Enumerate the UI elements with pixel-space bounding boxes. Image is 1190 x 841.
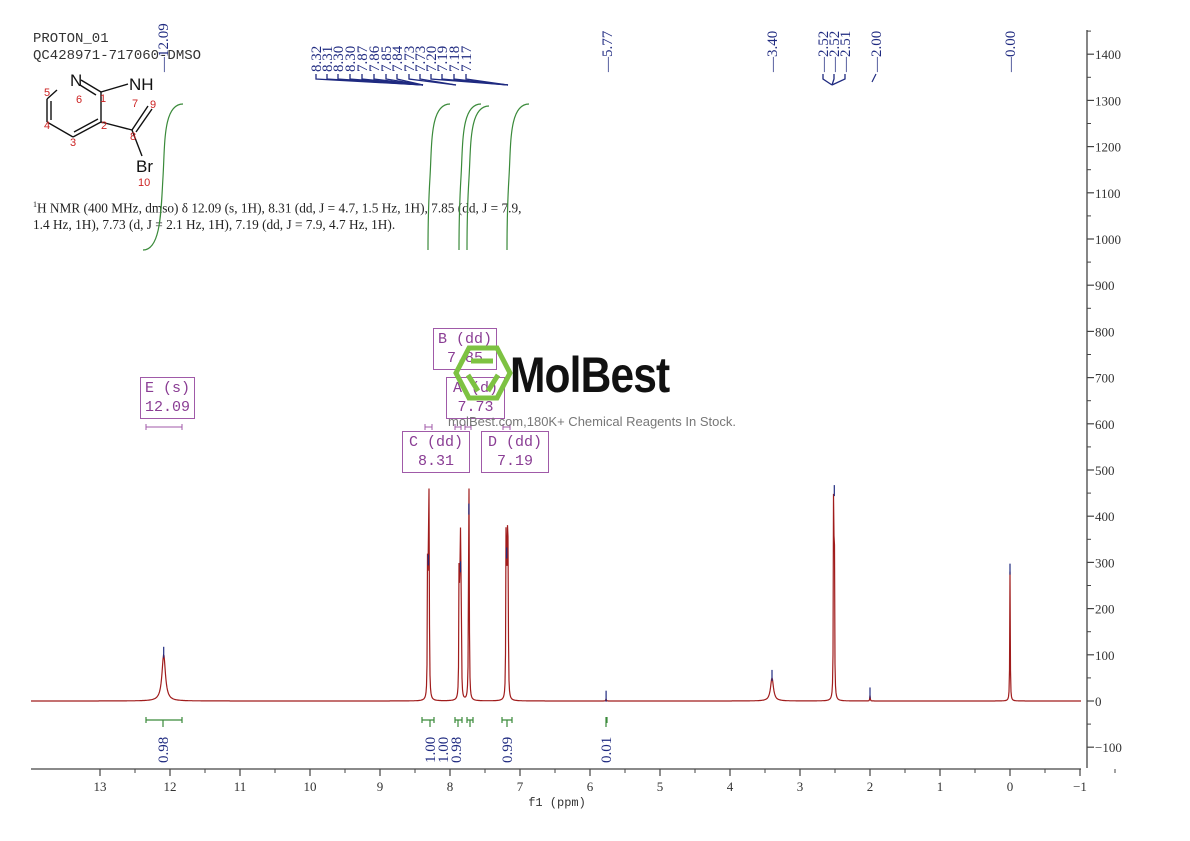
svg-text:8: 8 xyxy=(130,131,136,143)
peak-shift-label: 8.31 xyxy=(320,46,336,72)
y-tick-label: 300 xyxy=(1095,555,1115,570)
peak-shift-label: 7.18 xyxy=(447,46,463,72)
svg-text:7: 7 xyxy=(132,98,138,110)
x-tick-label: 9 xyxy=(377,779,384,794)
y-tick-label: 1400 xyxy=(1095,47,1121,62)
brand-tagline: molBest.com,180K+ Chemical Reagents In S… xyxy=(448,414,736,429)
y-tick-label: 500 xyxy=(1095,463,1115,478)
y-tick-label: 1200 xyxy=(1095,140,1121,155)
integral-value: 1.00 xyxy=(423,737,439,763)
peak-shift-label: 7.85 xyxy=(379,46,395,72)
x-tick-label: 4 xyxy=(727,779,734,794)
peak-shift-label: —3.40 xyxy=(765,31,781,73)
peak-shift-label: —2.00 xyxy=(869,31,885,73)
superscript-1: 1 xyxy=(33,200,37,209)
integral-curve xyxy=(427,103,451,251)
x-tick-label: 8 xyxy=(447,779,454,794)
integral-value: 0.98 xyxy=(156,737,172,763)
x-tick-label: 0 xyxy=(1007,779,1014,794)
svg-text:N: N xyxy=(70,71,82,90)
x-tick-label: 2 xyxy=(867,779,874,794)
x-tick-label: 13 xyxy=(94,779,107,794)
x-tick-label: −1 xyxy=(1073,779,1087,794)
peak-shift-label: —2.52 xyxy=(816,31,832,73)
spectrum-trace xyxy=(31,488,1081,702)
summary-line-1: H NMR (400 MHz, dmso) δ 12.09 (s, 1H), 8… xyxy=(37,200,522,216)
summary-line-2: 1.4 Hz, 1H), 7.73 (d, J = 2.1 Hz, 1H), 7… xyxy=(33,217,396,233)
y-tick-label: 1100 xyxy=(1095,186,1121,201)
y-tick-label: 400 xyxy=(1095,509,1115,524)
y-tick-label: 700 xyxy=(1095,371,1115,386)
brand-logo-icon xyxy=(453,345,513,401)
peak-shift-label: 7.73 xyxy=(402,46,418,72)
brand-name: MolBest xyxy=(510,347,670,403)
integral-value: 0.98 xyxy=(449,737,465,763)
peak-shift-label: 7.86 xyxy=(367,45,383,72)
integral-value: 1.00 xyxy=(436,737,452,763)
peak-shift-label: 7.19 xyxy=(435,46,451,72)
x-tick-label: 6 xyxy=(587,779,594,794)
peak-shift-label: 7.17 xyxy=(459,45,475,72)
integral-curve xyxy=(142,103,184,251)
y-tick-label: −100 xyxy=(1095,740,1122,755)
y-tick-label: 1000 xyxy=(1095,232,1121,247)
peak-shift-label: —5.77 xyxy=(600,30,616,73)
molecule-structure: N NH Br 6 5 4 3 2 1 7 9 8 10 xyxy=(44,71,156,189)
multiplet-box-C: C (dd) 8.31 xyxy=(402,431,471,473)
integral-value: 0.01 xyxy=(599,737,615,763)
svg-text:10: 10 xyxy=(138,177,150,189)
peak-shift-label: —12.09 xyxy=(156,23,172,73)
svg-text:5: 5 xyxy=(44,87,50,99)
y-tick-label: 800 xyxy=(1095,324,1115,339)
svg-text:Br: Br xyxy=(136,157,153,176)
svg-text:6: 6 xyxy=(76,94,82,106)
x-tick-label: 12 xyxy=(164,779,177,794)
multiplet-box-E: E (s) 12.09 xyxy=(140,377,196,419)
svg-text:9: 9 xyxy=(150,99,156,111)
peak-shift-label: —2.52 xyxy=(827,31,843,73)
peak-shift-label: 7.73 xyxy=(413,46,429,72)
y-tick-label: 100 xyxy=(1095,648,1115,663)
experiment-name: PROTON_01 xyxy=(33,31,109,47)
sample-name: QC428971-717060-DMSO xyxy=(33,48,202,64)
peak-shift-label: 8.30 xyxy=(331,46,347,72)
integral-curve xyxy=(466,105,490,251)
peak-shift-label: —2.51 xyxy=(838,31,854,73)
x-tick-label: 7 xyxy=(517,779,524,794)
peak-shift-label: 7.84 xyxy=(390,45,406,72)
x-axis-label: f1 (ppm) xyxy=(528,796,586,810)
peak-shift-label: 7.87 xyxy=(355,45,371,72)
svg-text:4: 4 xyxy=(44,120,50,132)
svg-text:1: 1 xyxy=(100,93,106,105)
y-tick-label: 600 xyxy=(1095,417,1115,432)
x-tick-label: 3 xyxy=(797,779,804,794)
integral-value: 0.99 xyxy=(500,737,516,763)
y-tick-label: 200 xyxy=(1095,602,1115,617)
peak-shift-label: 8.30 xyxy=(343,46,359,72)
peak-shift-label: —0.00 xyxy=(1003,31,1019,73)
svg-text:3: 3 xyxy=(70,137,76,149)
nmr-summary: 1H NMR (400 MHz, dmso) δ 12.09 (s, 1H), … xyxy=(33,196,593,233)
x-tick-label: 5 xyxy=(657,779,664,794)
integral-curve xyxy=(458,103,482,251)
x-tick-label: 11 xyxy=(234,779,247,794)
svg-text:2: 2 xyxy=(101,120,107,132)
peak-shift-label: 7.20 xyxy=(424,46,440,72)
peak-shift-label: 8.32 xyxy=(309,46,325,72)
integral-curve xyxy=(506,103,530,251)
x-tick-label: 10 xyxy=(304,779,317,794)
x-tick-label: 1 xyxy=(937,779,944,794)
y-tick-label: 900 xyxy=(1095,278,1115,293)
y-tick-label: 1300 xyxy=(1095,93,1121,108)
svg-text:NH: NH xyxy=(129,75,154,94)
y-tick-label: 0 xyxy=(1095,694,1102,709)
multiplet-box-D: D (dd) 7.19 xyxy=(481,431,550,473)
